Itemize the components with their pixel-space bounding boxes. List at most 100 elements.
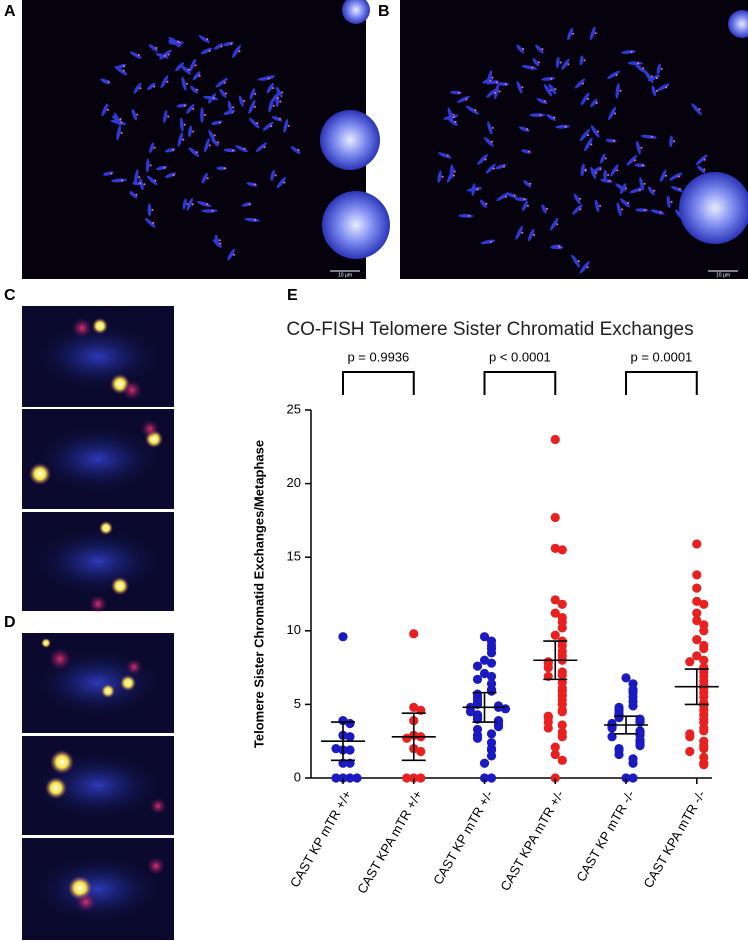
chromosome <box>197 201 212 208</box>
telomere-signal <box>572 32 575 35</box>
panel-label: E <box>287 287 298 304</box>
chromosome <box>208 129 215 141</box>
chromosome <box>669 172 683 181</box>
telomere-signal <box>633 159 636 162</box>
telomere-signal <box>211 209 214 212</box>
chromosome <box>496 192 510 201</box>
telomere-signal <box>208 49 211 52</box>
data-point <box>345 732 355 742</box>
x-tick-label: CAST KPA mTR +/+ <box>354 788 425 896</box>
chromosome <box>621 50 636 54</box>
telomere-signal <box>441 175 444 178</box>
telomere-signal <box>521 86 524 89</box>
data-point <box>352 773 362 783</box>
telomere-signal <box>120 179 123 182</box>
chromosome <box>626 155 638 166</box>
data-point <box>493 721 504 732</box>
x-tick-label: CAST KP mTR -/- <box>573 788 637 885</box>
data-point <box>402 733 412 743</box>
telomere-signal <box>458 91 461 94</box>
chromosome <box>443 114 459 120</box>
chromosome <box>145 158 150 173</box>
telomere-signal <box>263 146 266 149</box>
telomere-signal <box>546 207 549 210</box>
telomere-signal <box>491 126 494 129</box>
telomere-signal <box>539 114 542 117</box>
telomere-signal <box>640 146 643 149</box>
chromosome <box>215 77 228 88</box>
chromosome <box>262 121 274 131</box>
telomere-signal <box>195 151 198 154</box>
telomere-signal <box>223 167 226 170</box>
chromosome <box>600 153 606 164</box>
chromosome <box>639 177 645 191</box>
telomere-signal <box>139 87 142 90</box>
data-point <box>699 626 709 636</box>
telomere-signal <box>595 171 598 174</box>
telomere-signal <box>232 106 235 109</box>
data-point <box>479 655 490 665</box>
telomere-signal <box>643 182 646 185</box>
chromosome <box>515 225 523 240</box>
data-point <box>465 707 476 717</box>
data-point <box>635 741 645 751</box>
chromosome <box>619 183 627 194</box>
data-point <box>692 570 702 580</box>
chromosome <box>103 171 114 176</box>
p-value: p = 0.0001 <box>630 349 692 364</box>
data-point <box>699 760 709 770</box>
chromosome <box>275 87 283 98</box>
data-point <box>486 648 497 658</box>
chromosome <box>541 76 556 81</box>
data-point <box>479 668 490 679</box>
data-point <box>557 707 567 717</box>
data-point <box>416 773 426 783</box>
x-tick-label: CAST KPA mTR -/- <box>640 788 708 891</box>
chromosome <box>495 163 507 170</box>
data-point <box>472 733 483 743</box>
chromosome <box>129 191 138 199</box>
telomere-signal <box>194 64 197 67</box>
telomere-signal <box>185 82 188 85</box>
data-point <box>685 746 695 757</box>
chromosome <box>244 217 260 222</box>
chromosome <box>179 117 184 132</box>
chromosome <box>164 148 176 153</box>
telomere-signal <box>495 81 498 84</box>
telomere-signal <box>642 67 645 70</box>
y-tick-label: 0 <box>294 769 301 784</box>
chromosome <box>627 61 643 66</box>
data-point <box>628 773 638 783</box>
telomere-signal <box>452 174 455 177</box>
chromosome <box>266 82 274 94</box>
chromosome <box>180 64 192 75</box>
telomere-signal <box>155 46 158 49</box>
y-tick-label: 5 <box>294 696 301 711</box>
chromosome <box>246 182 258 187</box>
telomere-signal <box>167 115 170 118</box>
y-tick-label: 20 <box>287 475 301 490</box>
telomere-signal <box>166 80 169 83</box>
telomere-signal <box>167 53 170 56</box>
chromosome <box>248 99 256 114</box>
signal <box>76 892 96 912</box>
chromosome <box>101 103 109 117</box>
chromosome <box>620 198 631 208</box>
chromosome <box>527 228 535 242</box>
data-point <box>550 512 560 523</box>
signal <box>147 857 165 875</box>
data-point <box>699 655 709 665</box>
chromosome <box>192 71 201 81</box>
chromosome <box>466 187 483 192</box>
chromosome <box>133 82 142 94</box>
chart-title: CO-FISH Telomere Sister Chromatid Exchan… <box>286 319 693 340</box>
chromosome <box>149 142 155 154</box>
telomere-signal <box>136 113 139 116</box>
data-point <box>557 545 567 555</box>
y-tick-label: 15 <box>287 549 301 564</box>
data-point <box>409 702 419 712</box>
telomere-signal <box>192 130 195 133</box>
telomere-signal <box>279 117 282 120</box>
telomere-signal <box>650 75 653 78</box>
telomere-signal <box>206 177 209 180</box>
